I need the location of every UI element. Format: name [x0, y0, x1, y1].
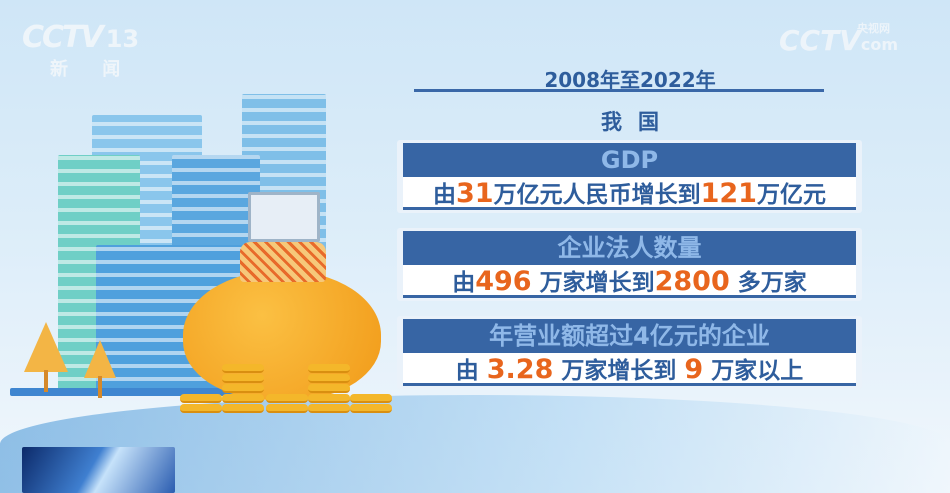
period-title: 2008年至2022年 — [544, 68, 716, 92]
money-bag-icon — [183, 270, 381, 400]
logo-channel-name: 新 闻 — [50, 59, 135, 80]
card-title: GDP — [403, 143, 856, 177]
title-divider — [414, 89, 824, 92]
to-value: 2800 — [654, 266, 730, 297]
stat-card-large-enterprises: 年营业额超过4亿元的企业 由 3.28 万家增长到 9 万家以上 — [397, 316, 862, 389]
suffix: 万亿元 — [756, 182, 826, 208]
coin-icon — [180, 394, 222, 403]
coin-icon — [308, 374, 350, 383]
from-value: 31 — [456, 178, 494, 209]
card-body: 由496 万家增长到2800 多万家 — [403, 265, 856, 298]
coin-icon — [350, 404, 392, 413]
tree-trunk — [98, 376, 102, 398]
prefix: 由 — [452, 270, 476, 296]
suffix: 万家以上 — [711, 358, 804, 384]
to-value: 121 — [700, 178, 757, 209]
card-title: 企业法人数量 — [403, 231, 856, 265]
logo-channel: 13 — [105, 25, 140, 53]
coin-icon — [308, 384, 350, 393]
watermark-suffix: com — [860, 35, 898, 54]
coin-icon — [308, 404, 350, 413]
mid-text: 万家增长到 — [561, 358, 677, 384]
watermark-cn: 央视网 — [857, 22, 890, 35]
card-title: 年营业额超过4亿元的企业 — [403, 319, 856, 353]
card-body: 由31万亿元人民币增长到121万亿元 — [403, 177, 856, 210]
coin-icon — [222, 384, 264, 393]
card-body: 由 3.28 万家增长到 9 万家以上 — [403, 353, 856, 386]
from-value: 496 — [475, 266, 532, 297]
money-bag-tie — [240, 242, 326, 282]
coin-icon — [308, 364, 350, 373]
coin-icon — [266, 404, 308, 413]
from-value: 3.28 — [486, 354, 554, 385]
channel-logo: CCTV 13 新 闻 — [22, 20, 139, 81]
watermark-brand: CCTV — [778, 24, 861, 57]
to-value: 9 — [684, 354, 704, 385]
logo-brand: CCTV — [22, 20, 104, 55]
tree-icon — [84, 340, 116, 378]
news-thumbnail — [22, 447, 175, 493]
coin-icon — [222, 404, 264, 413]
coin-icon — [308, 394, 350, 403]
coin-icon — [222, 394, 264, 403]
suffix: 多万家 — [737, 270, 807, 296]
coin-icon — [222, 364, 264, 373]
coin-icon — [350, 394, 392, 403]
tree-icon — [24, 322, 68, 372]
coin-icon — [180, 404, 222, 413]
stat-card-enterprises: 企业法人数量 由496 万家增长到2800 多万家 — [397, 228, 862, 301]
coin-icon — [266, 394, 308, 403]
stat-card-gdp: GDP 由31万亿元人民币增长到121万亿元 — [397, 140, 862, 213]
mid-text: 万亿元人民币增长到 — [493, 182, 701, 208]
tree-trunk — [44, 370, 48, 392]
prefix: 由 — [433, 182, 457, 208]
subject-title: 我国 — [601, 110, 675, 134]
building-top — [248, 192, 320, 242]
prefix: 由 — [455, 358, 479, 384]
mid-text: 万家增长到 — [539, 270, 655, 296]
ground — [10, 388, 310, 396]
coin-icon — [222, 374, 264, 383]
cctv-com-watermark: 央视网 CCTVcom — [778, 22, 898, 57]
